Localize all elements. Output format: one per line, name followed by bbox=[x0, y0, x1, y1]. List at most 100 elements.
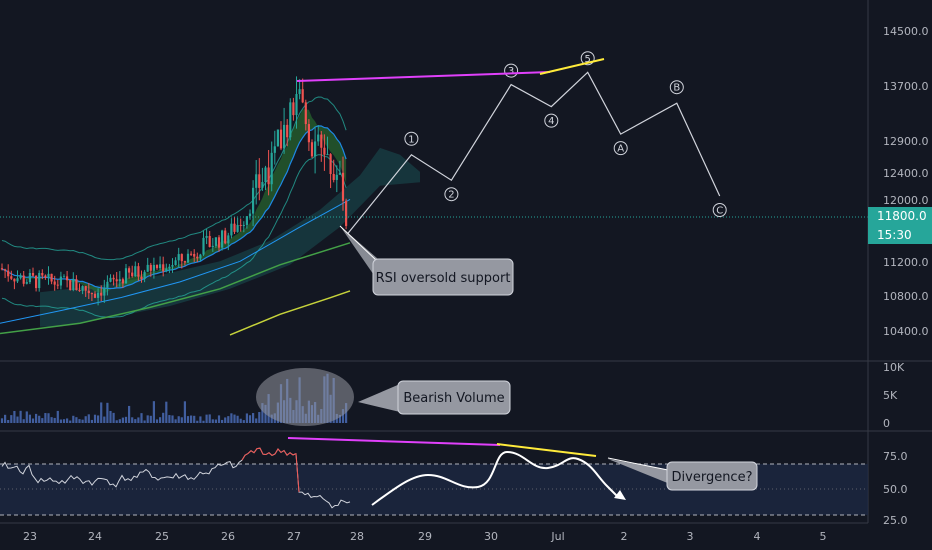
candle bbox=[208, 230, 211, 248]
time-tick-label: 5 bbox=[820, 530, 827, 543]
svg-text:C: C bbox=[716, 206, 723, 217]
time-tick-label: 25 bbox=[155, 530, 169, 543]
candle bbox=[0, 263, 4, 271]
volume-bar bbox=[214, 419, 217, 423]
candle bbox=[109, 274, 112, 283]
volume-bar bbox=[131, 417, 134, 423]
candle bbox=[196, 252, 199, 263]
bollinger-bands bbox=[1, 96, 347, 318]
candle bbox=[248, 209, 252, 220]
candle bbox=[134, 261, 137, 277]
candle bbox=[186, 249, 190, 263]
candle bbox=[53, 275, 56, 291]
price-tick-label: 10800.0 bbox=[883, 290, 929, 303]
ema-long-yellow bbox=[229, 290, 351, 336]
candle bbox=[292, 97, 295, 121]
rsi-support-callout[interactable]: RSI oversold support bbox=[339, 225, 514, 296]
volume-bar bbox=[211, 419, 214, 423]
resistance-line[interactable] bbox=[296, 71, 551, 82]
candle bbox=[193, 249, 196, 263]
candle bbox=[84, 285, 87, 297]
volume-bar bbox=[128, 405, 131, 423]
time-tick-label: 26 bbox=[221, 530, 235, 543]
candle bbox=[97, 288, 100, 306]
volume-bar bbox=[270, 414, 273, 423]
wave-label-1[interactable]: 1 bbox=[404, 131, 419, 146]
candle bbox=[183, 260, 186, 266]
candle bbox=[137, 262, 140, 281]
candle bbox=[13, 278, 16, 290]
volume-bar bbox=[35, 413, 38, 423]
candle bbox=[69, 279, 72, 291]
candle bbox=[90, 292, 93, 302]
candle bbox=[230, 218, 233, 239]
rsi-trend-line[interactable] bbox=[496, 443, 597, 457]
volume-bar bbox=[56, 410, 59, 423]
rsi-resistance-line[interactable] bbox=[287, 437, 501, 446]
volume-bar bbox=[149, 415, 152, 423]
volume-bar bbox=[183, 401, 186, 423]
time-tick-label: 30 bbox=[484, 530, 498, 543]
wave-label-2[interactable]: 2 bbox=[444, 187, 459, 202]
candle bbox=[279, 121, 283, 151]
wave-label-B[interactable]: B bbox=[669, 80, 684, 95]
rsi-tick-label: 25.0 bbox=[883, 514, 908, 527]
volume-bar bbox=[255, 418, 258, 423]
volume-bar bbox=[143, 420, 146, 423]
volume-bar bbox=[159, 417, 162, 423]
volume-bar bbox=[4, 414, 7, 423]
volume-bar bbox=[152, 401, 155, 423]
rsi-projection-curve[interactable] bbox=[371, 450, 619, 506]
price-axis[interactable]: 14500.0 13700.0 12900.0 12400.0 12000.0 11200… bbox=[883, 25, 929, 338]
divergence-callout[interactable]: Divergence? bbox=[607, 457, 758, 491]
current-price-tag: 11800.0 15:30 bbox=[868, 207, 932, 244]
volume-bar bbox=[22, 419, 25, 423]
volume-bar bbox=[165, 401, 168, 423]
time-tick-label: 23 bbox=[23, 530, 37, 543]
time-tick-label: Jul bbox=[550, 530, 564, 543]
candle bbox=[261, 167, 264, 191]
candle bbox=[326, 136, 329, 156]
volume-bar bbox=[72, 415, 75, 423]
wave-label-C[interactable]: C bbox=[712, 203, 727, 217]
rsi-support-label: RSI oversold support bbox=[376, 271, 511, 286]
volume-bar bbox=[208, 414, 211, 423]
wave-label-A[interactable]: A bbox=[613, 141, 628, 156]
volume-bar bbox=[155, 419, 159, 423]
volume-pane[interactable]: Bearish Volume bbox=[0, 368, 511, 426]
rsi-axis[interactable]: 75.0 50.0 25.0 bbox=[883, 450, 908, 527]
time-axis[interactable]: 23 24 25 26 27 28 29 30 Jul 2 3 4 5 bbox=[0, 522, 868, 543]
candle bbox=[59, 271, 62, 290]
candle bbox=[124, 263, 128, 284]
rising-trend-line[interactable] bbox=[539, 58, 605, 75]
candle bbox=[317, 125, 320, 146]
volume-bar bbox=[341, 409, 345, 423]
price-tick-label: 12900.0 bbox=[883, 135, 929, 148]
candle bbox=[221, 229, 224, 251]
rsi-pane[interactable]: Divergence? bbox=[0, 437, 868, 516]
candle bbox=[81, 285, 84, 295]
volume-axis[interactable]: 10K 5K 0 bbox=[883, 361, 905, 430]
candle bbox=[152, 257, 155, 279]
volume-bar bbox=[196, 420, 199, 423]
volume-bar bbox=[239, 418, 242, 423]
candle bbox=[140, 270, 143, 283]
candle bbox=[199, 253, 202, 261]
moving-average-lines bbox=[0, 109, 351, 336]
bearish-volume-label: Bearish Volume bbox=[403, 391, 504, 406]
wave-label-3[interactable]: 3 bbox=[504, 63, 519, 78]
candle bbox=[298, 79, 301, 100]
rsi-overbought-segment bbox=[241, 447, 300, 493]
bearish-volume-callout[interactable]: Bearish Volume bbox=[358, 380, 511, 415]
volume-bar bbox=[146, 415, 149, 423]
volume-bar bbox=[84, 416, 87, 423]
volume-bar bbox=[87, 414, 90, 423]
candle bbox=[87, 283, 90, 300]
wave-label-4[interactable]: 4 bbox=[544, 113, 559, 128]
volume-bar bbox=[78, 419, 81, 423]
price-pane[interactable]: 1 2 3 4 5 A B C RSI oversold support bbox=[0, 51, 868, 336]
price-tick-label: 13700.0 bbox=[883, 80, 929, 93]
time-tick-label: 3 bbox=[687, 530, 694, 543]
time-tick-label: 29 bbox=[418, 530, 432, 543]
